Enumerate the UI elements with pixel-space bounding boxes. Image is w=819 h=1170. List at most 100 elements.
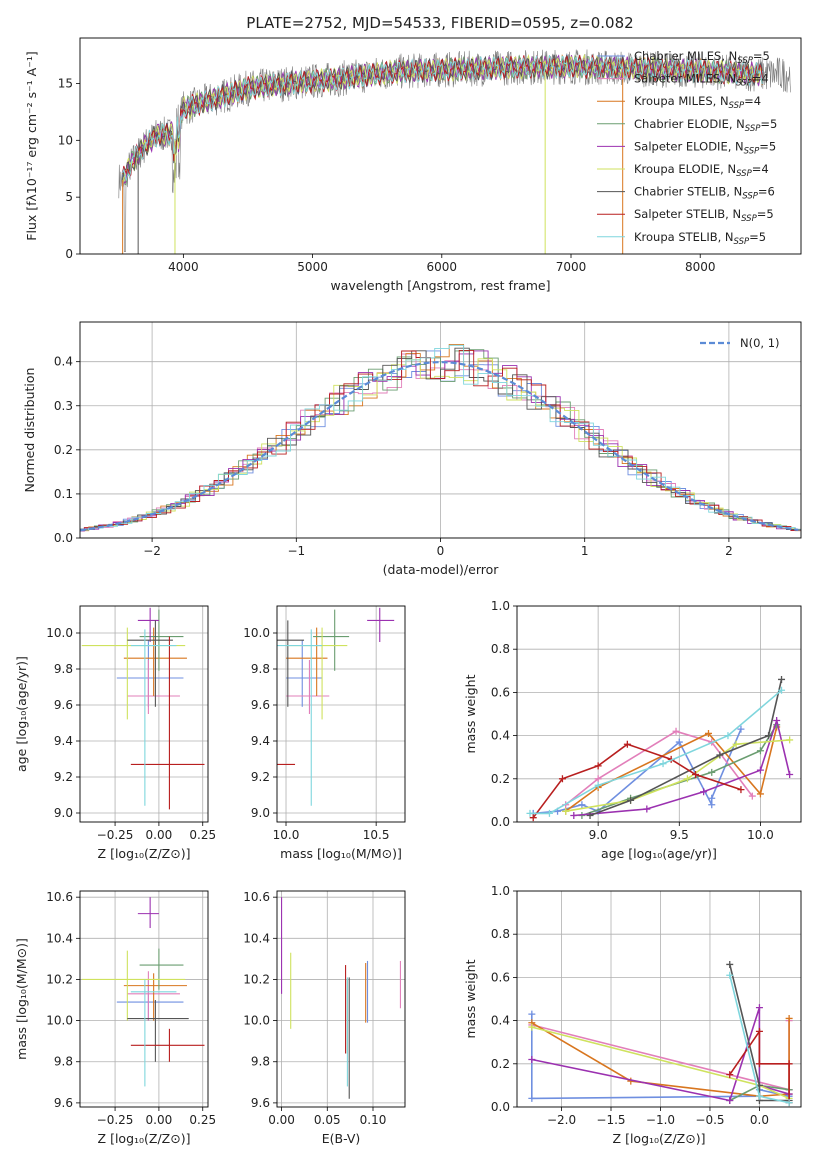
y-tick-label: 0.2: [491, 772, 510, 786]
mass-weight-point: [785, 1014, 793, 1022]
x-axis-label: age [log₁₀(age/yr)]: [601, 846, 717, 861]
y-axis-label: mass weight: [463, 959, 478, 1038]
axes-frame: [516, 605, 802, 823]
axes-frame: [276, 605, 406, 823]
y-tick-label: 9.4: [251, 734, 270, 748]
y-tick-label: 9.6: [251, 1096, 270, 1110]
y-tick-label: 9.6: [251, 698, 270, 712]
y-axis-label: mass weight: [463, 674, 478, 753]
x-tick-label: 0.10: [360, 1113, 387, 1127]
axes-frame: [79, 37, 802, 255]
legend-subscript: SSP: [736, 79, 752, 89]
mass-weight-point: [683, 775, 691, 783]
y-tick-label: 0.4: [491, 729, 510, 743]
mass-weight-series-line: [573, 717, 791, 817]
legend-label: Chabrier STELIB, N: [634, 185, 742, 199]
y-tick-label: 10: [58, 133, 73, 147]
mass-vs-ebv-panel: 0.00 0.05 0.10 9.6 9.8 10.0 10.2 10.4 10.6 E(B-V): [243, 890, 406, 1146]
legend-entry: Chabrier MILES, NSSP=5: [634, 49, 770, 66]
y-tick-label: 1.0: [491, 884, 510, 898]
plot-area: [517, 891, 801, 1107]
y-tick-label: 9.8: [54, 662, 73, 676]
x-tick-label: 8000: [685, 260, 716, 274]
mass-weight-point: [755, 1060, 763, 1068]
legend-subscript: SSP: [742, 192, 758, 202]
y-axis-label: Normed distribution: [22, 368, 37, 493]
legend-label: Kroupa STELIB, N: [634, 230, 734, 244]
mass-weight-point: [558, 775, 566, 783]
legend-label: Kroupa ELODIE, N: [634, 162, 736, 176]
mass-weight-point: [708, 794, 716, 802]
mass-weight-point: [732, 740, 740, 748]
plot-area: [118, 49, 791, 254]
y-tick-label: 0.4: [54, 355, 73, 369]
x-tick-label: −0.25: [97, 828, 134, 842]
plot-area: [80, 322, 801, 538]
x-tick-label: 0: [437, 544, 445, 558]
legend-tail: =5: [760, 117, 777, 131]
mass-vs-metallicity-panel: −0.25 0.00 0.25 9.6 9.8 10.0 10.2 10.4 10.6 Z [lo…: [14, 890, 216, 1146]
mass-weight-point: [528, 1010, 536, 1018]
y-tick-label: 0.6: [491, 970, 510, 984]
mass-weight-point: [755, 1004, 763, 1012]
x-tick-label: 9.0: [589, 828, 608, 842]
mass-weight-point: [643, 805, 651, 813]
x-tick-label: 10.0: [273, 828, 300, 842]
legend-subscript: SSP: [737, 56, 753, 66]
mass-weight-point: [594, 775, 602, 783]
x-tick-label: 0.0: [750, 1113, 769, 1127]
y-tick-label: 15: [58, 76, 73, 90]
mass-weight-point: [704, 729, 712, 737]
mass-weight-point: [726, 960, 734, 968]
mass-weight-point: [726, 1097, 734, 1105]
x-tick-label: 10.5: [363, 828, 390, 842]
mass-weight-point: [773, 716, 781, 724]
legend-entry: Chabrier STELIB, NSSP=6: [634, 185, 775, 202]
x-tick-label: −1.0: [646, 1113, 675, 1127]
axes-frame: [276, 890, 406, 1108]
plot-area: [80, 606, 208, 822]
legend-entry: Salpeter MILES, NSSP=4: [634, 72, 769, 89]
mass-weight-point: [562, 807, 570, 815]
plot-area: [517, 606, 801, 822]
model-spectrum-line: [122, 54, 763, 188]
mass-weight-point: [724, 732, 732, 740]
mass-weight-series-line: [565, 739, 790, 812]
legend-subscript: SSP: [729, 101, 745, 111]
mass-weight-point: [526, 809, 534, 817]
mass-weight-point: [755, 1092, 763, 1100]
y-tick-label: 10.0: [243, 626, 270, 640]
axes-frame: [79, 605, 209, 823]
legend-entry: N(0, 1): [740, 336, 780, 350]
legend-subscript: SSP: [745, 124, 761, 134]
legend-entry: Kroupa MILES, NSSP=4: [634, 94, 761, 111]
mass-weight-point: [528, 1094, 536, 1102]
x-tick-label: 0.00: [146, 1113, 173, 1127]
legend-label: Kroupa MILES, N: [634, 94, 729, 108]
y-axis-label: age [log₁₀(age/yr)]: [14, 656, 29, 772]
mass-weight-point: [786, 770, 794, 778]
y-tick-label: 0.4: [491, 1014, 510, 1028]
legend-entry: Chabrier ELODIE, NSSP=5: [634, 117, 777, 134]
y-axis-label: Flux [fλ10⁻¹⁷ erg cm⁻² s⁻¹ A⁻¹]: [24, 51, 39, 240]
mass-weight-point: [778, 675, 786, 683]
mass-weight-point: [586, 812, 594, 820]
legend-entry: Kroupa ELODIE, NSSP=4: [634, 162, 769, 179]
y-tick-label: 0.2: [491, 1057, 510, 1071]
axes-frame: [79, 890, 209, 1108]
y-tick-label: 10.4: [243, 931, 270, 945]
mass-weight-point: [545, 809, 553, 817]
plot-area: [277, 606, 405, 822]
legend-label: Salpeter STELIB, N: [634, 207, 741, 221]
mass-weight-point: [786, 736, 794, 744]
mass-weight-point: [675, 738, 683, 746]
x-tick-label: 0.00: [146, 828, 173, 842]
mass-weight-point: [528, 1055, 536, 1063]
legend-tail: =4: [752, 72, 769, 86]
y-tick-label: 10.0: [46, 1014, 73, 1028]
x-tick-label: 7000: [556, 260, 587, 274]
legend-subscript: SSP: [734, 237, 750, 247]
residual-histogram: [80, 349, 801, 532]
mass-weight-point: [755, 1027, 763, 1035]
